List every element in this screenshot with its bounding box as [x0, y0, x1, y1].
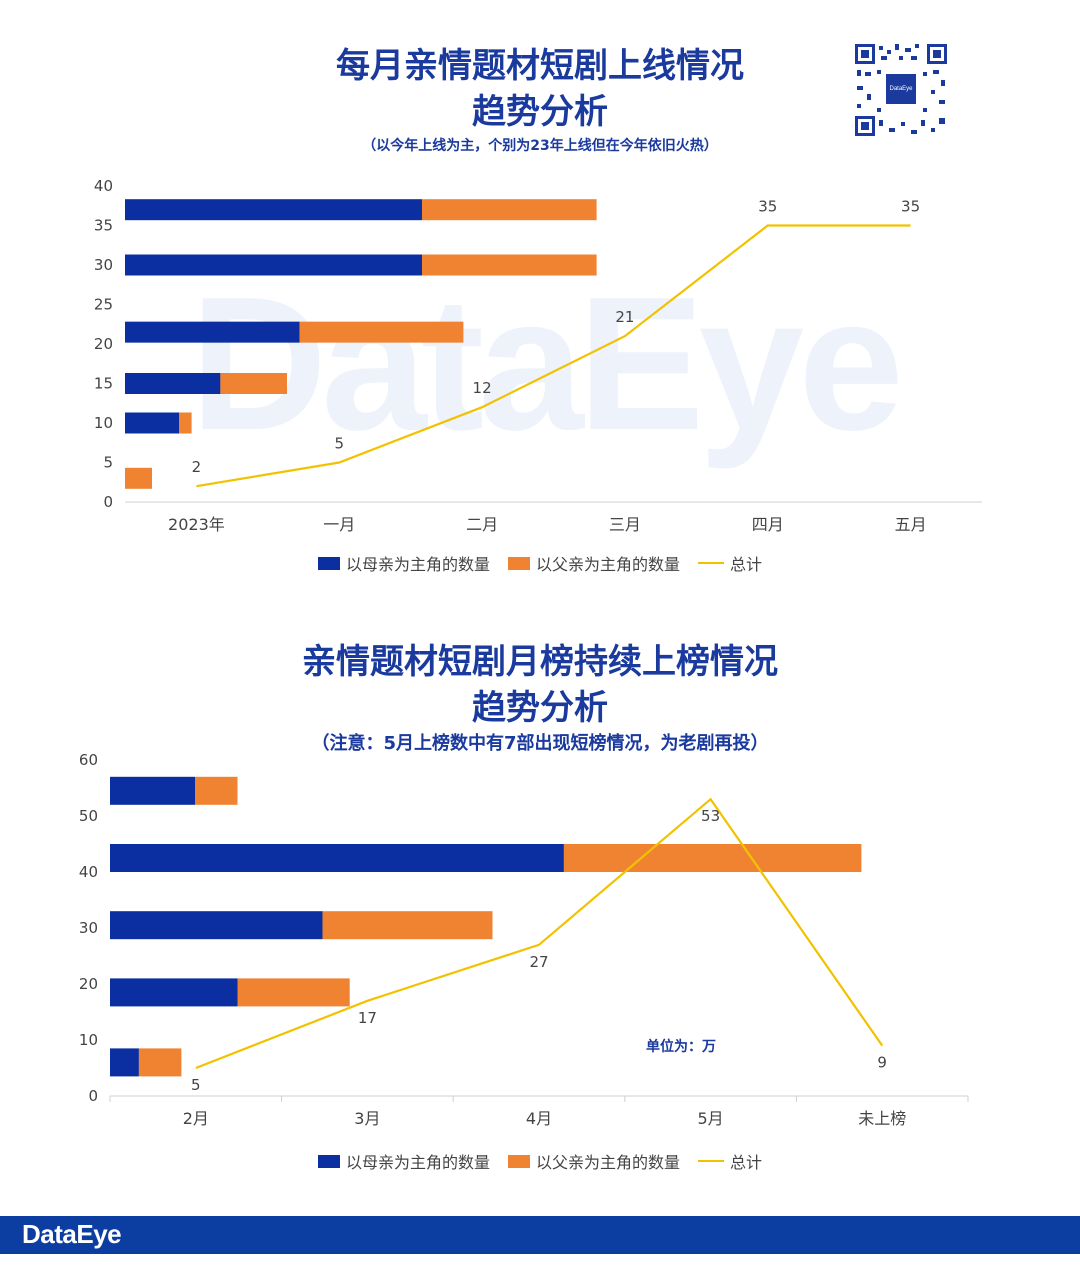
- bar-father: [237, 978, 350, 1007]
- legend-father-label: 以父亲为主角的数量: [535, 555, 680, 574]
- y-tick-label: 20: [79, 975, 98, 993]
- x-tick-label: 四月: [752, 515, 784, 534]
- bar-mother: [125, 373, 221, 394]
- x-tick-label: 未上榜: [858, 1109, 906, 1128]
- qr-code[interactable]: [853, 42, 949, 138]
- legend2-father: 以父亲为主角的数量: [507, 1149, 680, 1173]
- y-tick-label: 40: [94, 177, 113, 195]
- chart1-subtitle: （以今年上线为主，个别为23年上线但在今年依旧火热）: [362, 138, 718, 154]
- bar-father: [220, 373, 287, 394]
- legend-total: 总计: [698, 551, 762, 575]
- chart2-legend: 以母亲为主角的数量 以父亲为主角的数量 总计: [0, 1149, 1080, 1173]
- chart1-title-line2: 趋势分析: [472, 92, 608, 132]
- x-tick-label: 3月: [354, 1109, 380, 1128]
- bar-mother: [125, 254, 422, 276]
- total-data-label: 35: [901, 198, 920, 216]
- bar-father: [322, 911, 493, 940]
- qr-center-logo: DataEye: [886, 74, 916, 104]
- total-data-label: 35: [758, 198, 777, 216]
- bar-father: [179, 412, 192, 434]
- bar-mother: [110, 911, 323, 940]
- legend2-total-swatch: [698, 1160, 724, 1162]
- y-tick-label: 5: [103, 454, 113, 472]
- watermark: DataEye: [190, 258, 904, 470]
- total-data-label: 21: [615, 308, 634, 326]
- x-tick-label: 二月: [466, 515, 498, 534]
- bar-father: [422, 254, 597, 276]
- chart2-plot: 0 10 20 30 40 50 60 2月 3月 4月 5月 未上榜 5 17 27 53 9: [79, 751, 969, 1128]
- chart1-legend: 以母亲为主角的数量 以父亲为主角的数量 总计: [0, 551, 1080, 575]
- y-tick-label: 35: [94, 217, 113, 235]
- x-tick-label: 一月: [323, 515, 355, 534]
- legend2-total-label: 总计: [730, 1153, 763, 1172]
- legend2-mother: 以母亲为主角的数量: [317, 1149, 490, 1173]
- bar-father: [125, 467, 152, 489]
- bar-father: [422, 199, 597, 221]
- legend2-total: 总计: [698, 1149, 762, 1173]
- total-data-label: 2: [192, 458, 202, 476]
- legend-mother-label: 以母亲为主角的数量: [345, 555, 490, 574]
- y-tick-label: 60: [79, 751, 98, 769]
- total-data-label: 9: [877, 1054, 887, 1072]
- legend2-father-swatch: [507, 1154, 530, 1168]
- x-tick-label: 5月: [698, 1109, 724, 1128]
- y-tick-label: 50: [79, 807, 98, 825]
- footer-bar: [0, 1216, 1080, 1254]
- y-tick-label: 30: [94, 256, 113, 274]
- y-tick-label: 10: [79, 1031, 98, 1049]
- bar-mother: [125, 321, 300, 343]
- x-tick-label: 三月: [609, 515, 641, 534]
- y-tick-label: 15: [94, 375, 113, 393]
- y-tick-label: 40: [79, 863, 98, 881]
- total-data-label: 5: [191, 1076, 201, 1094]
- chart2-title-line2: 趋势分析: [472, 688, 608, 728]
- chart1-title-line1: 每月亲情题材短剧上线情况: [336, 46, 744, 86]
- y-tick-label: 20: [94, 335, 113, 353]
- chart2-title-line1: 亲情题材短剧月榜持续上榜情况: [302, 642, 778, 682]
- legend2-mother-label: 以母亲为主角的数量: [345, 1153, 490, 1172]
- total-data-label: 17: [358, 1009, 377, 1027]
- x-tick-label: 2月: [183, 1109, 209, 1128]
- chart2-subtitle: （注意：5月上榜数中有7部出现短榜情况，为老剧再投）: [311, 733, 769, 754]
- total-line: [195, 797, 884, 1070]
- total-line: [196, 224, 911, 488]
- y-tick-label: 0: [88, 1087, 98, 1105]
- bar-mother: [110, 776, 195, 805]
- x-tick-label: 2023年: [168, 515, 225, 534]
- total-data-label: 27: [529, 953, 548, 971]
- legend-total-label: 总计: [730, 555, 763, 574]
- bar-mother: [110, 1048, 139, 1077]
- y-tick-label: 30: [79, 919, 98, 937]
- legend2-father-label: 以父亲为主角的数量: [535, 1153, 680, 1172]
- total-data-label: 53: [701, 807, 720, 825]
- y-tick-label: 10: [94, 414, 113, 432]
- footer-logo: DataEye: [22, 1219, 122, 1249]
- legend-father: 以父亲为主角的数量: [507, 551, 680, 575]
- total-data-label: 5: [334, 435, 344, 453]
- legend-mother-swatch: [317, 556, 340, 570]
- bar-mother: [125, 412, 179, 434]
- bar-father: [299, 321, 464, 343]
- y-tick-label: 0: [103, 493, 113, 511]
- bar-father: [563, 844, 862, 872]
- qr-pattern: [853, 42, 949, 138]
- y-tick-label: 25: [94, 296, 113, 314]
- bar-mother: [110, 978, 238, 1007]
- x-tick-label: 五月: [895, 515, 927, 534]
- bar-mother: [110, 844, 564, 872]
- legend-total-swatch: [698, 562, 724, 564]
- total-data-label: 12: [473, 379, 492, 397]
- legend2-mother-swatch: [317, 1154, 340, 1168]
- chart2-unit-note: 单位为：万: [646, 1039, 716, 1055]
- bar-father: [138, 1048, 182, 1077]
- legend-mother: 以母亲为主角的数量: [317, 551, 490, 575]
- bar-father: [195, 776, 238, 805]
- legend-father-swatch: [507, 556, 530, 570]
- x-tick-label: 4月: [526, 1109, 552, 1128]
- bar-mother: [125, 199, 422, 221]
